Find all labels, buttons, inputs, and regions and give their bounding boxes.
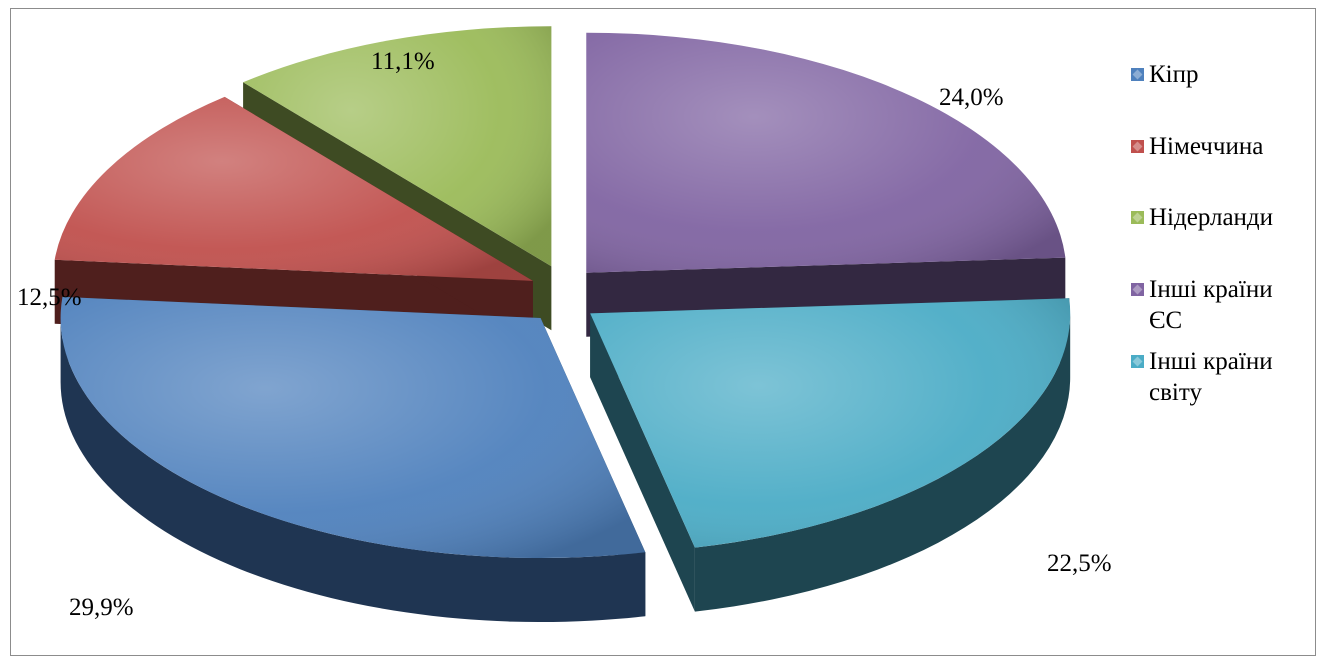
legend-item-netherlands: Нідерланди bbox=[1131, 202, 1309, 233]
label-other-world: 22,5% bbox=[1047, 550, 1112, 577]
legend-label: Кіпр bbox=[1149, 61, 1199, 88]
label-netherlands: 11,1% bbox=[371, 48, 435, 75]
legend-item-other-eu: Інші країни ЄС bbox=[1131, 274, 1309, 336]
slice-shine bbox=[60, 296, 646, 559]
legend-label: Інші країни ЄС bbox=[1149, 276, 1273, 334]
label-germany: 12,5% bbox=[17, 284, 82, 311]
legend-label: Інші країни світу bbox=[1149, 348, 1273, 406]
legend-swatch-icon bbox=[1131, 68, 1144, 81]
slice-other-world bbox=[590, 298, 1071, 612]
legend-label: Нідерланди bbox=[1149, 204, 1274, 231]
legend-swatch-icon bbox=[1131, 211, 1144, 224]
slice-shine bbox=[590, 298, 1071, 548]
label-cyprus: 29,9% bbox=[69, 594, 134, 621]
slice-shine bbox=[243, 26, 552, 267]
legend-swatch-icon bbox=[1131, 140, 1144, 153]
slice-shine bbox=[586, 32, 1066, 273]
slice-edge bbox=[694, 313, 1071, 612]
slice-germany bbox=[54, 96, 533, 345]
slice-cyprus bbox=[60, 296, 646, 623]
chart-area: 29,9% 12,5% 11,1% 24,0% 22,5% Кіпр Німеччина… bbox=[10, 8, 1316, 656]
legend-label: Німеччина bbox=[1149, 133, 1264, 160]
slice-shine bbox=[54, 96, 533, 281]
legend-item-other-world: Інші країни світу bbox=[1131, 346, 1309, 408]
legend-item-cyprus: Кіпр bbox=[1131, 59, 1309, 90]
slice-wall bbox=[590, 313, 695, 612]
legend-swatch-icon bbox=[1131, 283, 1144, 296]
legend-item-germany: Німеччина bbox=[1131, 131, 1309, 162]
legend-swatch-icon bbox=[1131, 355, 1144, 368]
pie-chart: 29,9% 12,5% 11,1% 24,0% 22,5% bbox=[17, 26, 1112, 623]
label-other-eu: 24,0% bbox=[939, 84, 1004, 111]
slice-other-eu bbox=[586, 32, 1066, 337]
slice-edge bbox=[60, 318, 646, 623]
